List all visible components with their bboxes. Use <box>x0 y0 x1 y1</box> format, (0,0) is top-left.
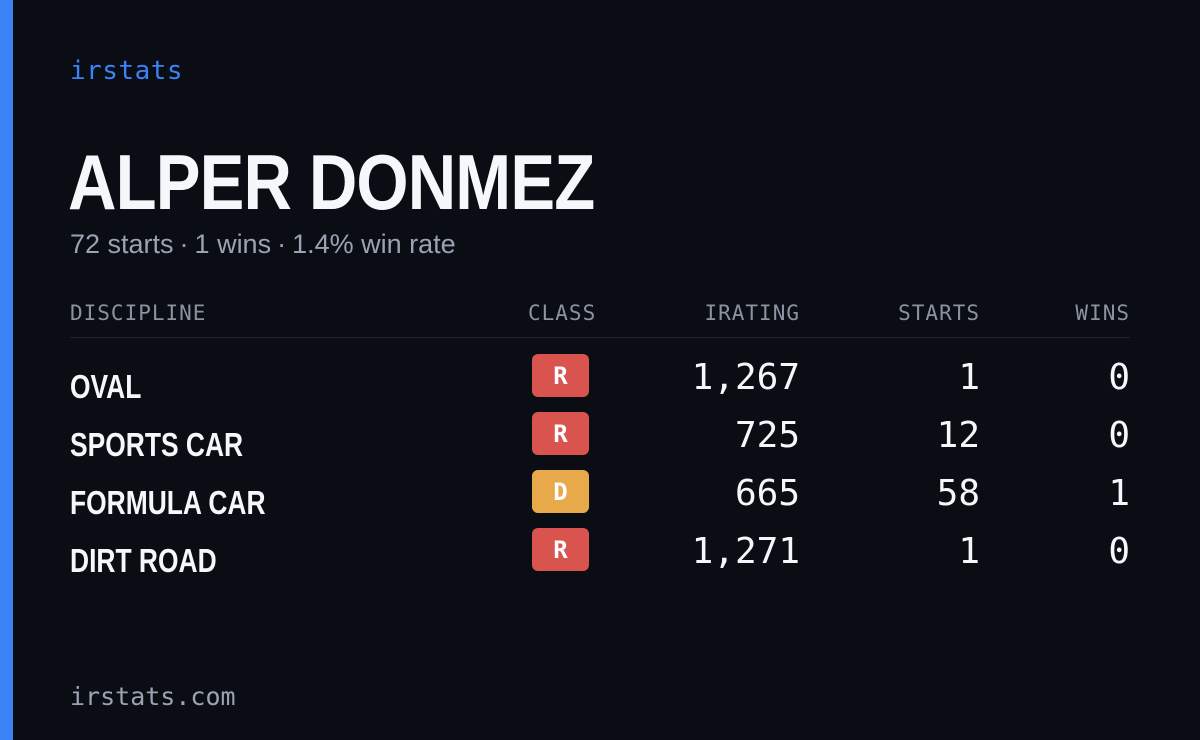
license-class-badge: R <box>532 412 589 455</box>
license-class-badge: D <box>532 470 589 513</box>
discipline-name: OVAL <box>70 368 142 405</box>
table-row: DIRT ROAD R 1,271 1 0 <box>70 528 1130 586</box>
footer-url[interactable]: irstats.com <box>70 682 236 711</box>
header-irating: IRATING <box>704 301 800 325</box>
separator-dot: · <box>277 229 287 259</box>
driver-name: ALPER DONMEZ <box>68 138 595 226</box>
starts-value: 58 <box>936 473 980 514</box>
irating-value: 725 <box>734 415 800 456</box>
table-row: SPORTS CAR R 725 12 0 <box>70 412 1130 470</box>
discipline-name: SPORTS CAR <box>70 426 244 463</box>
discipline-name: FORMULA CAR <box>70 484 266 521</box>
discipline-name: DIRT ROAD <box>70 542 217 579</box>
wins-value: 0 <box>1108 531 1130 572</box>
wins-value: 0 <box>1108 357 1130 398</box>
table-body: OVAL R 1,267 1 0 SPORTS CAR R 725 12 0 F… <box>70 338 1130 586</box>
starts-value: 1 <box>958 531 980 572</box>
starts-summary: 72 starts <box>70 229 174 259</box>
license-class-badge: R <box>532 528 589 571</box>
driver-summary: 72 starts · 1 wins · 1.4% win rate <box>70 229 456 260</box>
irating-value: 665 <box>734 473 800 514</box>
header-class: CLASS <box>528 301 597 325</box>
irating-value: 1,271 <box>691 531 800 572</box>
brand-logo-text[interactable]: irstats <box>70 56 184 86</box>
separator-dot: · <box>179 229 189 259</box>
irating-value: 1,267 <box>691 357 800 398</box>
starts-value: 1 <box>958 357 980 398</box>
header-discipline: DISCIPLINE <box>70 301 207 325</box>
wins-value: 0 <box>1108 415 1130 456</box>
stats-table: DISCIPLINE CLASS IRATING STARTS WINS OVA… <box>70 296 1130 586</box>
wins-value: 1 <box>1108 473 1130 514</box>
header-wins: WINS <box>1075 301 1130 325</box>
wins-summary: 1 wins <box>194 229 272 259</box>
accent-bar <box>0 0 13 740</box>
table-row: FORMULA CAR D 665 58 1 <box>70 470 1130 528</box>
starts-value: 12 <box>936 415 980 456</box>
license-class-badge: R <box>532 354 589 397</box>
win-rate-summary: 1.4% win rate <box>292 229 456 259</box>
table-header: DISCIPLINE CLASS IRATING STARTS WINS <box>70 296 1130 338</box>
header-starts: STARTS <box>898 301 980 325</box>
table-row: OVAL R 1,267 1 0 <box>70 354 1130 412</box>
